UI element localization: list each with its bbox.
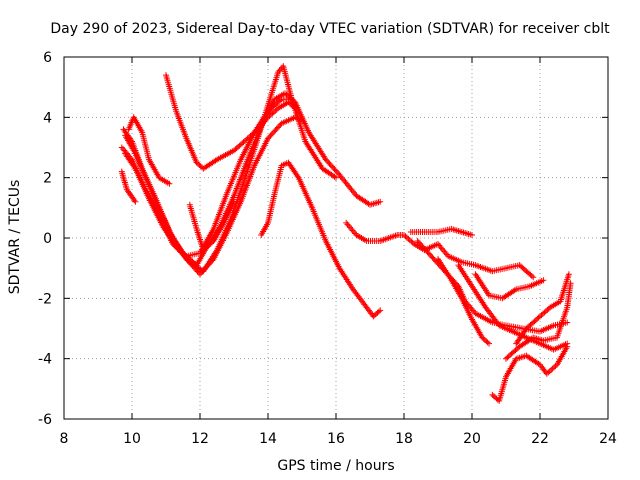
x-tick-label: 8 — [60, 431, 69, 447]
y-tick-label: 0 — [43, 231, 52, 247]
y-tick-label: -6 — [38, 412, 52, 428]
series-track-6 — [125, 114, 173, 187]
series-track-11 — [407, 225, 475, 238]
x-tick-label: 18 — [395, 431, 413, 447]
series-track-13 — [435, 256, 492, 347]
series-track-16 — [489, 343, 571, 404]
series-track-3 — [122, 114, 305, 278]
x-tick-label: 12 — [191, 431, 209, 447]
series-markers — [407, 225, 475, 238]
series-track-12 — [414, 238, 571, 335]
series-markers — [163, 72, 299, 172]
series-markers — [258, 159, 384, 320]
series-markers — [343, 219, 537, 281]
series-track-5 — [118, 168, 139, 205]
x-tick-label: 16 — [327, 431, 345, 447]
series-markers — [435, 256, 492, 347]
series-markers — [472, 271, 547, 302]
series-track-10 — [343, 219, 537, 281]
series-markers — [503, 280, 574, 362]
series-markers — [513, 271, 572, 347]
y-tick-label: -2 — [38, 291, 52, 307]
series-markers — [489, 343, 571, 404]
x-tick-label: 22 — [531, 431, 549, 447]
series-markers — [414, 238, 571, 335]
series-track-15 — [472, 271, 547, 302]
y-tick-label: 6 — [43, 50, 52, 66]
x-axis-title: GPS time / hours — [277, 458, 394, 474]
x-tick-label: 24 — [599, 431, 617, 447]
x-tick-label: 10 — [123, 431, 141, 447]
series-track-7 — [163, 72, 299, 172]
series-track-17 — [513, 271, 572, 347]
x-tick-label: 20 — [463, 431, 481, 447]
axis-ticks — [63, 56, 609, 420]
series-markers — [186, 198, 237, 254]
y-axis-title: SDTVAR / TECUs — [7, 180, 23, 295]
series-track-18 — [503, 280, 574, 362]
series-markers — [122, 114, 305, 278]
data-marks — [118, 63, 574, 404]
series-track-8 — [186, 198, 237, 254]
y-tick-label: 4 — [43, 110, 52, 126]
series-markers — [125, 114, 173, 187]
x-tick-label: 14 — [259, 431, 277, 447]
y-tick-label: -4 — [38, 352, 52, 368]
grid — [64, 57, 608, 419]
chart-title: Day 290 of 2023, Sidereal Day-to-day VTE… — [50, 21, 610, 37]
y-tick-label: 2 — [43, 171, 52, 187]
series-track-9 — [258, 159, 384, 320]
series-markers — [118, 168, 139, 205]
